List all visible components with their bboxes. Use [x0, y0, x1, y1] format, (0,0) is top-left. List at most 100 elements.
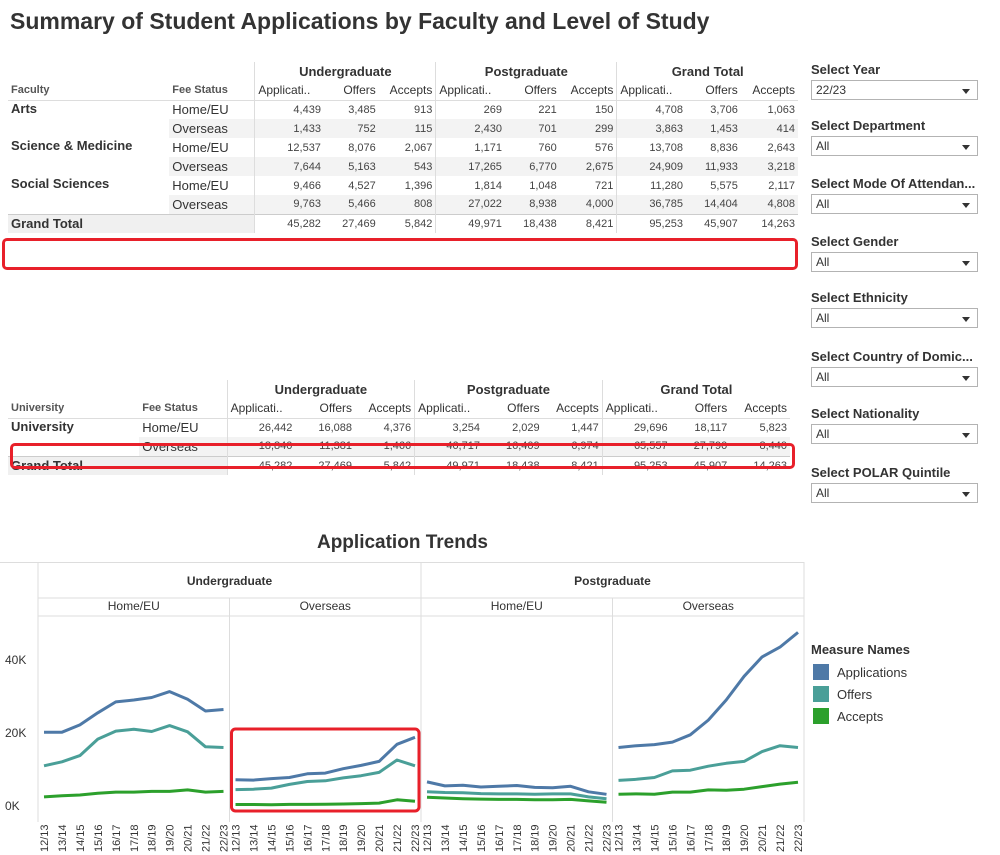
series-line-accepts [618, 780, 799, 796]
value-cell: 414 [740, 119, 798, 138]
value-cell: 2,067 [404, 141, 433, 154]
filter-dropdown[interactable]: 22/23 [811, 80, 978, 100]
chart-title: Application Trends [316, 532, 489, 553]
measure-header: Applicati.. [254, 81, 324, 101]
x-tick-label: 19/20 [165, 824, 177, 852]
chevron-down-icon [962, 145, 970, 150]
value-cell: 4,376 [383, 421, 412, 434]
value-cell: 6,770 [504, 157, 560, 176]
value-cell: 150 [595, 103, 614, 116]
filter-label: Select Department [811, 118, 926, 133]
x-tick-label: 14/15 [458, 824, 470, 852]
series-line-accepts [426, 795, 607, 804]
series-line-offers [235, 758, 416, 792]
value-cell: 2,117 [768, 179, 795, 192]
table-row: Overseas 7,644 5,163 543 17,265 6,770 2,675 24,… [8, 157, 798, 176]
value-cell: 4,527 [348, 179, 376, 192]
value-cell: 2,675 [559, 157, 617, 176]
filter-value: All [816, 255, 830, 269]
grand-total-label: Grand Total [8, 213, 170, 233]
grand-total-value: 8,421 [542, 455, 603, 475]
x-tick-label: 20/21 [566, 824, 578, 852]
value-cell: 221 [538, 103, 557, 116]
filter-select-mode-of-attendan: Select Mode Of Attendan... All [811, 176, 983, 214]
value-cell: 1,396 [404, 179, 433, 192]
corner-cell [8, 62, 169, 81]
series-line-offers [43, 724, 224, 768]
filter-value: All [816, 197, 830, 211]
grand-total-value: 5,842 [378, 213, 436, 233]
value-cell: 1,466 [355, 437, 415, 456]
x-tick-label: 15/16 [93, 824, 105, 852]
faculty-cell [8, 119, 169, 138]
value-cell: 760 [538, 141, 557, 154]
table-row: Science & Medicine Home/EU 12,537 8,076 2,06… [8, 138, 798, 157]
x-tick-label: 20/21 [757, 824, 769, 852]
series-line-applications [618, 631, 799, 749]
faculty-cell [8, 437, 139, 456]
page-title: Summary of Student Applications by Facul… [10, 8, 710, 34]
legend-item: Offers [811, 683, 910, 705]
x-tick-label: 14/15 [266, 824, 278, 852]
value-cell: 9,466 [254, 176, 324, 195]
grand-total-value: 45,282 [254, 213, 324, 233]
x-tick-label: 21/22 [584, 824, 596, 852]
measure-header: Applicati.. [226, 399, 296, 419]
value-cell: 2,430 [435, 119, 505, 138]
faculty-cell: Arts [11, 100, 38, 116]
grand-total-row: Grand Total 45,282 27,469 5,842 49,971 18,438… [8, 213, 798, 233]
y-tick-label: 40K [5, 653, 26, 667]
series-line-applications [44, 690, 224, 734]
table-row: Overseas 9,763 5,466 808 27,022 8,938 4,000 36,… [8, 195, 798, 214]
filter-dropdown[interactable]: All [811, 483, 978, 503]
value-cell: 5,575 [710, 179, 738, 192]
chevron-down-icon [962, 261, 970, 266]
value-cell: 3,254 [414, 418, 483, 437]
value-cell: 752 [323, 119, 379, 138]
filter-label: Select Mode Of Attendan... [811, 176, 976, 191]
value-cell: 721 [595, 179, 614, 192]
filter-dropdown[interactable]: All [811, 308, 978, 328]
value-cell: 269 [435, 100, 505, 119]
fee-status-cell: Overseas [169, 195, 255, 214]
value-cell: 9,763 [254, 195, 324, 214]
value-cell: 2,643 [767, 141, 795, 154]
faculty-cell: University [11, 418, 74, 434]
value-cell: 16,088 [318, 421, 353, 434]
x-tick-label: 15/16 [476, 824, 488, 852]
value-cell: 8,076 [348, 141, 376, 154]
filter-dropdown[interactable]: All [811, 252, 978, 272]
corner-cell [169, 62, 255, 81]
value-cell: 5,823 [759, 421, 787, 434]
panel-header-label: Home/EU [491, 599, 543, 613]
filter-dropdown[interactable]: All [811, 136, 978, 156]
x-tick-label: 17/18 [129, 824, 141, 852]
chevron-down-icon [962, 89, 970, 94]
value-cell: 808 [378, 195, 436, 214]
x-tick-label: 20/21 [374, 824, 386, 852]
value-cell: 3,863 [616, 119, 686, 138]
panel-header-label: Home/EU [108, 599, 160, 613]
value-cell: 1,171 [435, 138, 505, 157]
value-cell: 11,933 [685, 157, 741, 176]
level-header: Undergraduate [226, 380, 415, 399]
x-tick-label: 15/16 [667, 824, 679, 852]
legend-label: Accepts [837, 708, 884, 724]
chevron-down-icon [962, 376, 970, 381]
fee-status-cell: Overseas [169, 157, 255, 176]
filter-dropdown[interactable]: All [811, 194, 978, 214]
legend-swatch [813, 708, 829, 724]
measure-header: Offers [685, 81, 741, 101]
value-cell: 3,218 [740, 157, 798, 176]
filter-dropdown[interactable]: All [811, 367, 978, 387]
value-cell: 2,029 [512, 421, 540, 434]
series-line-applications [426, 780, 607, 796]
y-tick-label: 0K [5, 799, 20, 813]
value-cell: 26,442 [226, 418, 296, 437]
fee-status-cell: Overseas [169, 119, 255, 138]
filter-dropdown[interactable]: All [811, 424, 978, 444]
chart-legend: Measure Names Applications Offers Accepts [811, 642, 910, 727]
grand-total-value: 45,907 [685, 213, 741, 233]
fee-status-cell: Home/EU [172, 102, 229, 118]
table-row: Overseas 18,840 11,381 1,466 46,717 16,409 6,9… [8, 437, 790, 456]
